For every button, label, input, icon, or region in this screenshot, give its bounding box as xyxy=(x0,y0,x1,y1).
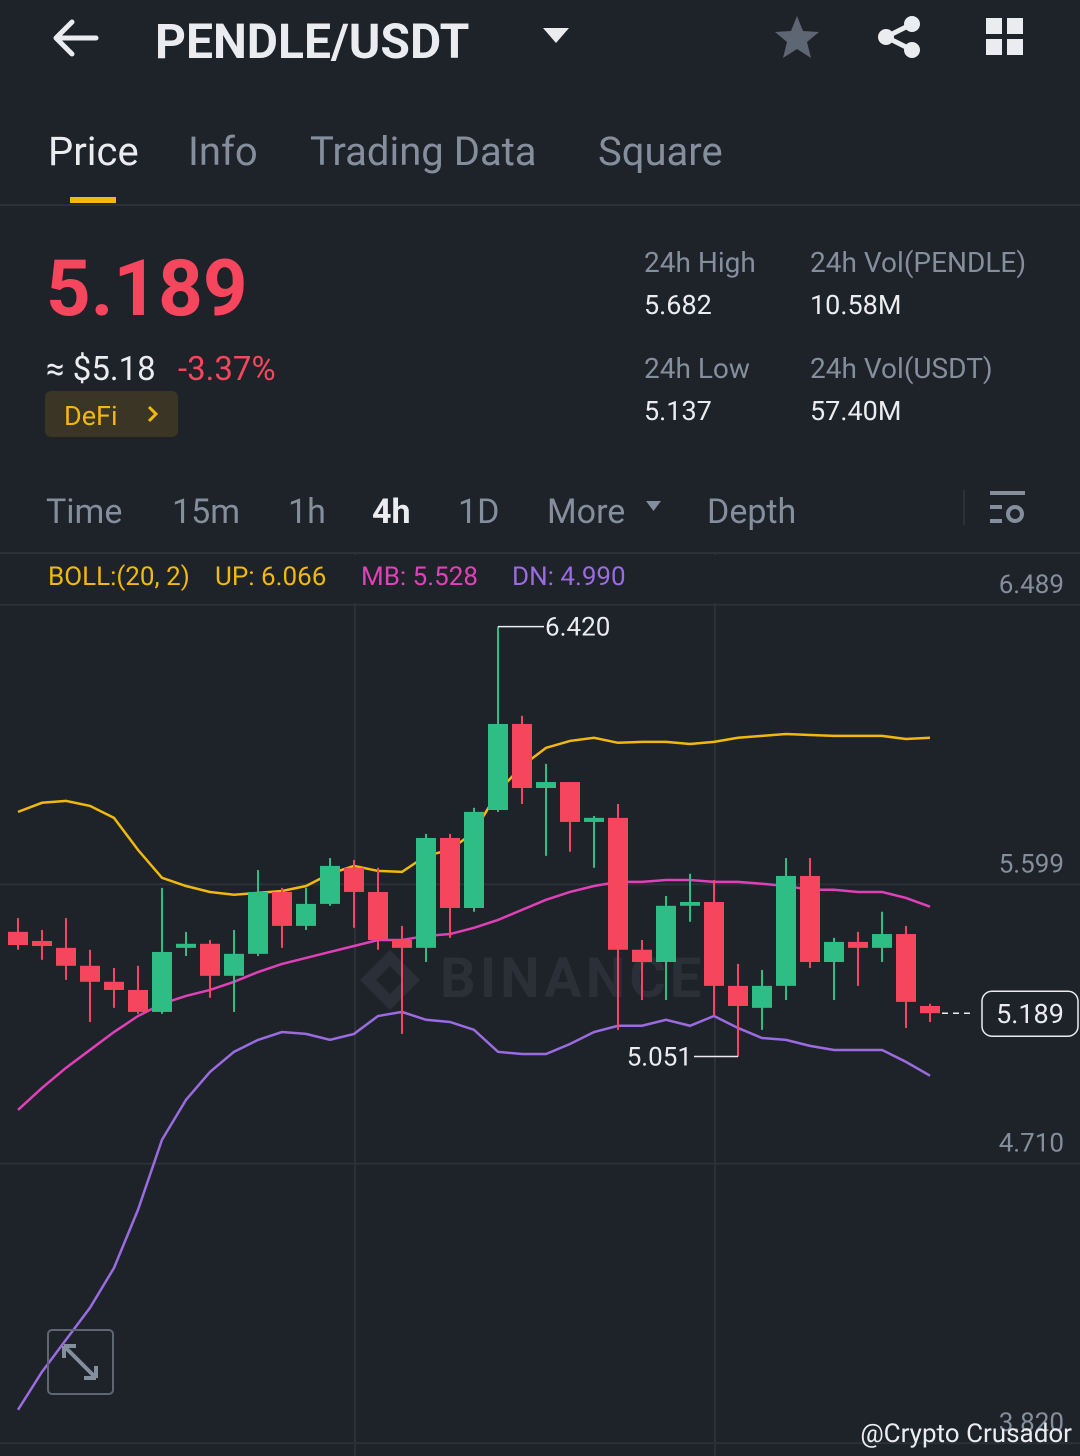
candle-body xyxy=(776,875,796,986)
tag-chip[interactable] xyxy=(45,391,178,437)
candle-body xyxy=(56,947,76,966)
candle-body xyxy=(416,837,436,948)
fullscreen-button[interactable] xyxy=(47,1329,114,1395)
pair-dropdown[interactable] xyxy=(543,28,569,43)
more-dropdown[interactable] xyxy=(646,501,661,511)
candle-body xyxy=(872,934,892,948)
interval-tab[interactable]: Time xyxy=(46,492,122,532)
pair-title[interactable]: PENDLE/USDT xyxy=(155,13,469,70)
stat-label: 24h Vol(PENDLE) xyxy=(810,246,1026,279)
candle-body xyxy=(440,837,460,908)
candle-body xyxy=(920,1005,940,1014)
grid-icon[interactable] xyxy=(986,18,1023,55)
candle-body xyxy=(560,782,580,822)
tab[interactable]: Price xyxy=(48,128,139,175)
candle-body xyxy=(320,865,340,904)
tab[interactable]: Square xyxy=(598,128,723,175)
stat-label: 24h High xyxy=(644,246,756,279)
stat-value: 10.58M xyxy=(810,289,901,321)
candle-body xyxy=(512,723,532,789)
interval-tab[interactable]: 1h xyxy=(288,492,326,532)
candle-body xyxy=(104,981,124,990)
boll-dn xyxy=(16,1010,931,1411)
back-button[interactable] xyxy=(53,19,99,57)
usd-price: ≈ $5.18 xyxy=(46,350,156,389)
candle-body xyxy=(536,782,556,789)
candle-body xyxy=(896,934,916,1002)
interval-tab[interactable]: 15m xyxy=(172,492,240,532)
candle-body xyxy=(464,811,484,908)
candle-body xyxy=(824,941,844,963)
indicator-name: BOLL:(20, 2) xyxy=(48,562,190,592)
candle-body xyxy=(200,943,220,976)
candle-body xyxy=(128,989,148,1012)
candle-body xyxy=(584,817,604,822)
interval-tab[interactable]: Depth xyxy=(707,492,796,532)
y-tick-label: 3.820 xyxy=(999,1408,1064,1438)
stat-label: 24h Vol(USDT) xyxy=(810,352,993,385)
candle-body xyxy=(8,931,28,946)
last-price-label: 5.189 xyxy=(996,998,1064,1030)
candle-body xyxy=(80,965,100,982)
last-price: 5.189 xyxy=(46,244,248,335)
last-price-box xyxy=(981,990,1079,1037)
chart: 6.4895.5994.7103.820BINANCE6.4205.0515.1… xyxy=(0,553,1080,1456)
stat-value: 5.682 xyxy=(644,289,712,321)
interval-tab[interactable]: More xyxy=(547,492,625,532)
candle-body xyxy=(224,953,244,976)
chart-settings-icon[interactable] xyxy=(990,491,1025,523)
watermark-diamond xyxy=(360,950,420,1010)
indicator-mb: MB: 5.528 xyxy=(361,562,478,592)
candle-body xyxy=(296,903,316,926)
price-change: -3.37% xyxy=(178,350,276,389)
candle-body xyxy=(176,943,196,948)
candle-body xyxy=(848,941,868,948)
indicator-header-bg xyxy=(0,555,960,603)
candle-body xyxy=(392,940,412,948)
candle-body xyxy=(680,902,700,906)
active-tab-indicator xyxy=(70,197,116,203)
interval-tab[interactable]: 1D xyxy=(458,492,499,532)
candle-body xyxy=(32,940,52,946)
candle-body xyxy=(632,949,652,963)
y-tick-label: 4.710 xyxy=(999,1129,1064,1159)
candle-body xyxy=(488,723,508,811)
candle-body xyxy=(800,875,820,963)
tab[interactable]: Info xyxy=(188,128,258,175)
candle-body xyxy=(344,867,364,892)
tag-chevron xyxy=(147,405,159,423)
watermark-logo xyxy=(360,950,420,1010)
credit-watermark: @Crypto Crusador xyxy=(860,1419,1072,1449)
tab[interactable]: Trading Data xyxy=(310,128,537,175)
candle-body xyxy=(608,817,628,950)
candle-body xyxy=(368,891,388,941)
stat-value: 5.137 xyxy=(644,395,712,427)
candle-body xyxy=(728,985,748,1006)
candle-body xyxy=(752,985,772,1008)
candle-body xyxy=(656,905,676,963)
candle-body xyxy=(272,891,292,926)
y-tick-label: 5.599 xyxy=(999,849,1064,879)
y-tick-label: 6.489 xyxy=(999,570,1064,600)
candle-body xyxy=(704,902,724,986)
stat-label: 24h Low xyxy=(644,352,750,385)
candle-body xyxy=(248,891,268,954)
min-label: 5.051 xyxy=(627,1043,692,1073)
share-icon[interactable] xyxy=(878,16,920,58)
stat-value: 57.40M xyxy=(810,395,901,427)
tag-label[interactable]: DeFi xyxy=(64,400,118,432)
candle-body xyxy=(152,951,172,1012)
max-label: 6.420 xyxy=(545,613,610,643)
favorite-icon[interactable] xyxy=(775,16,819,58)
indicator-dn: DN: 4.990 xyxy=(512,562,626,592)
indicator-up: UP: 6.066 xyxy=(215,562,326,592)
interval-tab[interactable]: 4h xyxy=(372,492,411,532)
